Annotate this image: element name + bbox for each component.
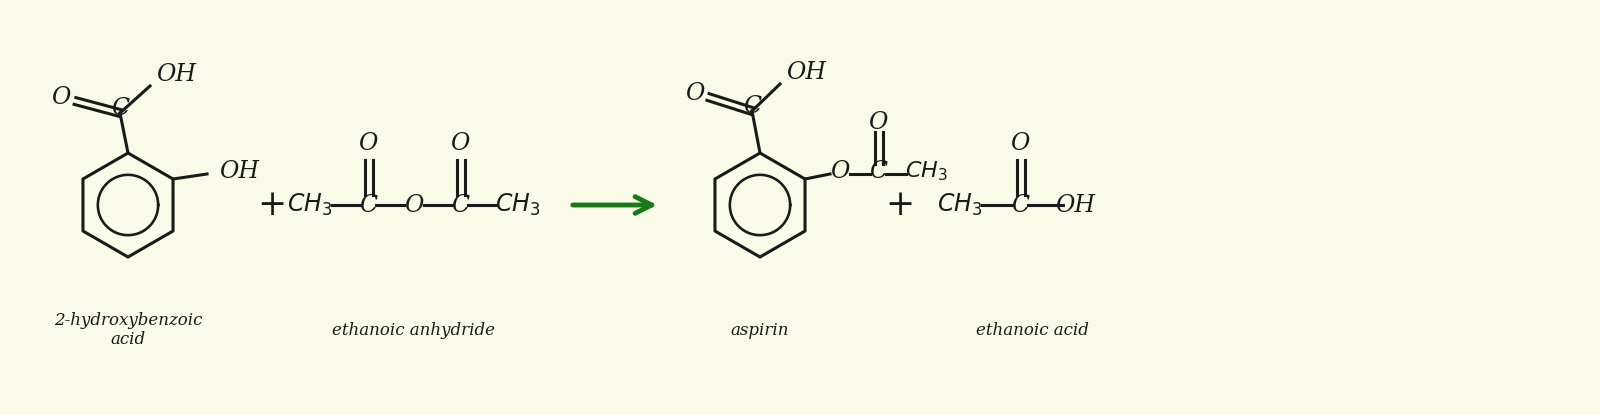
Text: $\mathit{CH_3}$: $\mathit{CH_3}$ <box>904 159 947 183</box>
Text: C: C <box>110 97 130 120</box>
Text: O: O <box>830 159 850 183</box>
Text: aspirin: aspirin <box>731 322 789 339</box>
Text: OH: OH <box>157 63 195 85</box>
Text: 2-hydroxybenzoic
acid: 2-hydroxybenzoic acid <box>54 312 202 348</box>
Text: O: O <box>1010 132 1030 154</box>
Text: C: C <box>451 193 469 217</box>
Text: +: + <box>885 188 915 222</box>
Text: $\mathit{CH_3}$: $\mathit{CH_3}$ <box>938 192 982 218</box>
Text: ethanoic anhydride: ethanoic anhydride <box>333 322 496 339</box>
Text: OH: OH <box>1054 193 1094 217</box>
Text: O: O <box>450 132 470 154</box>
Text: O: O <box>869 110 888 134</box>
Text: O: O <box>405 193 424 217</box>
Text: ethanoic acid: ethanoic acid <box>976 322 1088 339</box>
Text: O: O <box>358 132 378 154</box>
Text: C: C <box>869 159 886 183</box>
Text: O: O <box>685 81 704 105</box>
Text: OH: OH <box>786 61 826 83</box>
Text: O: O <box>51 85 70 108</box>
Text: C: C <box>358 193 378 217</box>
Text: $\mathit{CH_3}$: $\mathit{CH_3}$ <box>496 192 541 218</box>
Text: C: C <box>742 95 762 117</box>
Text: $\mathit{CH_3}$: $\mathit{CH_3}$ <box>288 192 333 218</box>
Text: C: C <box>1011 193 1029 217</box>
Text: +: + <box>258 188 286 222</box>
Text: OH: OH <box>219 159 259 183</box>
